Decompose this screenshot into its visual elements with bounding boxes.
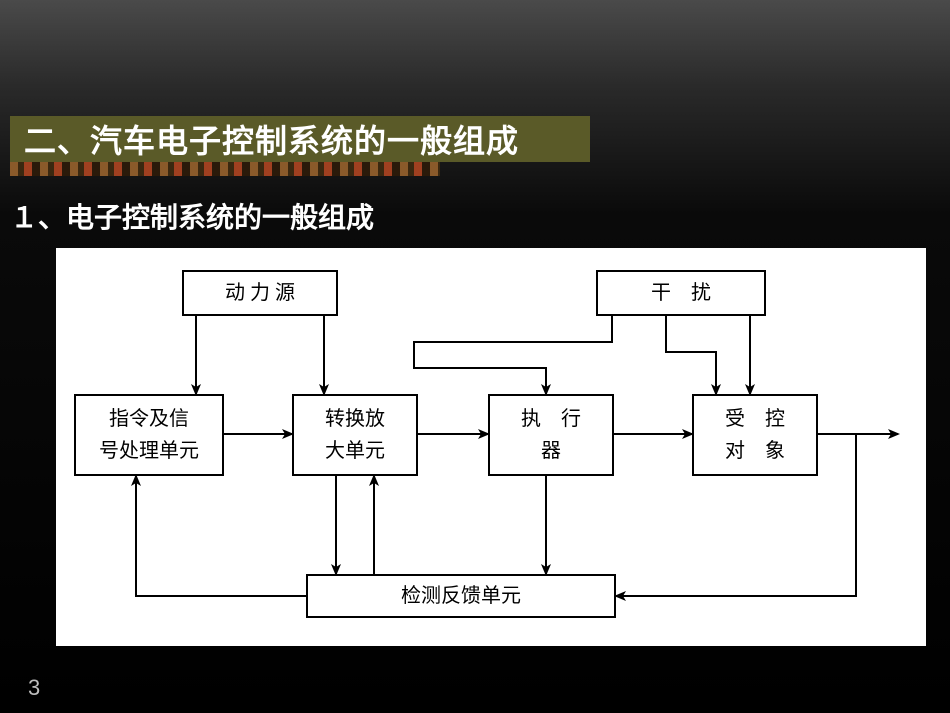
node-label: 受 控: [725, 403, 785, 435]
title-decor-strip: [10, 162, 440, 176]
diagram-container: 动 力 源干 扰指令及信号处理单元转换放大单元执 行器受 控对 象检测反馈单元: [56, 248, 926, 646]
node-label: 动 力 源: [225, 277, 295, 309]
flow-node-feedback: 检测反馈单元: [306, 574, 616, 618]
node-label: 转换放: [325, 403, 385, 435]
node-label: 号处理单元: [99, 435, 199, 467]
flow-node-cmd: 指令及信号处理单元: [74, 394, 224, 476]
flow-node-power: 动 力 源: [182, 270, 338, 316]
node-label: 干 扰: [651, 277, 711, 309]
flow-node-convert: 转换放大单元: [292, 394, 418, 476]
node-label: 执 行: [521, 403, 581, 435]
node-label: 检测反馈单元: [401, 580, 521, 612]
page-number: 3: [28, 675, 40, 701]
slide-title-block: 二、汽车电子控制系统的一般组成: [10, 116, 590, 162]
flow-node-exec: 执 行器: [488, 394, 614, 476]
node-label: 大单元: [325, 435, 385, 467]
flow-node-target: 受 控对 象: [692, 394, 818, 476]
slide-subtitle: １、电子控制系统的一般组成: [10, 196, 374, 236]
node-label: 对 象: [725, 435, 785, 467]
flow-edge: [414, 316, 612, 394]
node-label: 器: [541, 435, 561, 467]
slide-title: 二、汽车电子控制系统的一般组成: [24, 116, 519, 162]
node-label: 指令及信: [109, 403, 189, 435]
flow-edge: [136, 476, 306, 596]
flow-edge: [666, 316, 716, 394]
flow-node-disturb: 干 扰: [596, 270, 766, 316]
